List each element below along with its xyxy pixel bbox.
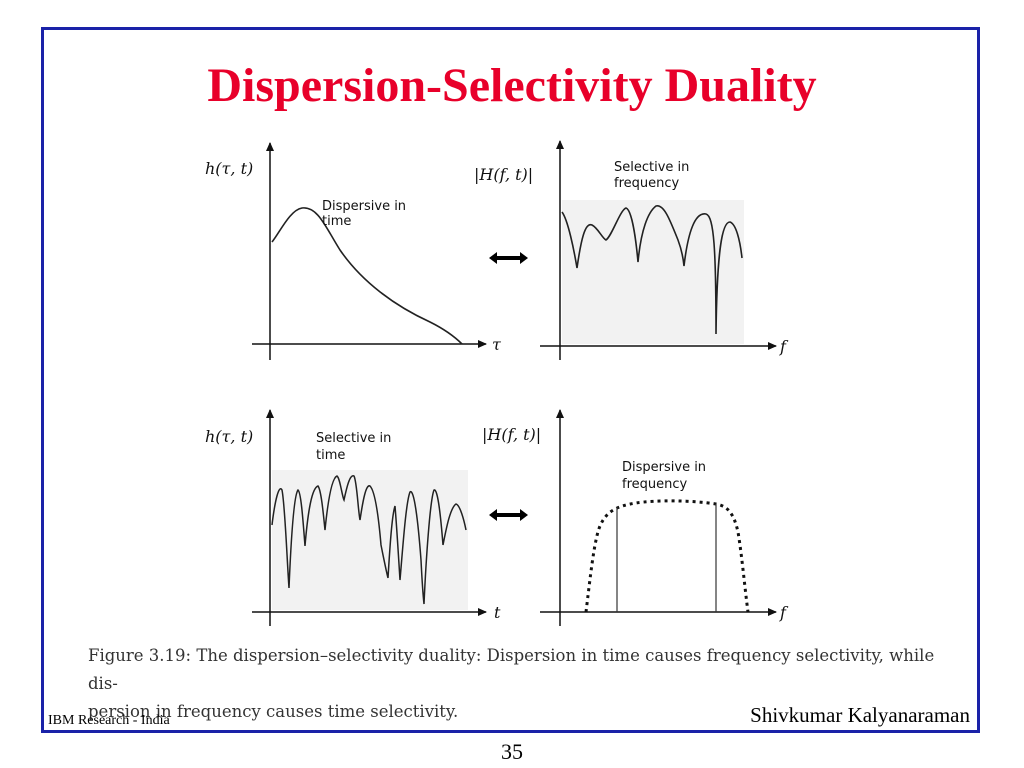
scan-background [562, 200, 744, 344]
frequency-dispersive-curve [584, 499, 750, 613]
panel-bottom-right: |H(f, t)| f Dispersive in frequency [482, 409, 789, 626]
x-axis-label: f [779, 337, 789, 356]
x-axis-label: f [779, 603, 789, 622]
annotation-line-1: Selective in [614, 160, 689, 175]
annotation-line-2: frequency [614, 176, 680, 191]
y-axis-label: |H(f, t)| [474, 165, 533, 184]
panel-top-right: |H(f, t)| f Selective in frequency [474, 140, 789, 360]
time-selective-curve [271, 475, 467, 605]
double-arrow-icon [489, 509, 528, 521]
y-axis-label: h(τ, t) [205, 159, 253, 178]
panel-bottom-left: h(τ, t) t Selective in time [205, 409, 501, 626]
panel-top-left: h(τ, t) τ Dispersive in time [205, 142, 502, 360]
slide-title: Dispersion-Selectivity Duality [207, 59, 817, 112]
x-axis-label: τ [492, 335, 502, 354]
dispersive-time-curve [271, 207, 463, 345]
page-number: 35 [501, 739, 523, 764]
annotation-line-2: frequency [622, 477, 688, 492]
slide-frame [41, 27, 980, 733]
double-arrow-icon [489, 252, 528, 264]
annotation-line-1: Dispersive in [322, 199, 406, 214]
annotation-line-1: Dispersive in [622, 460, 706, 475]
caption-line-2: persion in frequency causes time selecti… [88, 702, 459, 721]
x-axis-label: t [494, 603, 501, 622]
footer-author: Shivkumar Kalyanaraman [750, 703, 970, 727]
y-axis-label: |H(f, t)| [482, 425, 541, 444]
scan-background [272, 470, 468, 610]
caption-line-1: Figure 3.19: The dispersion–selectivity … [88, 646, 935, 693]
annotation-line-2: time [316, 448, 345, 463]
annotation-line-2: time [322, 214, 351, 229]
y-axis-label: h(τ, t) [205, 427, 253, 446]
frequency-selective-curve [561, 205, 743, 335]
figure-caption: Figure 3.19: The dispersion–selectivity … [88, 642, 958, 726]
footer-organization: IBM Research - India [48, 713, 170, 728]
annotation-line-1: Selective in [316, 431, 391, 446]
